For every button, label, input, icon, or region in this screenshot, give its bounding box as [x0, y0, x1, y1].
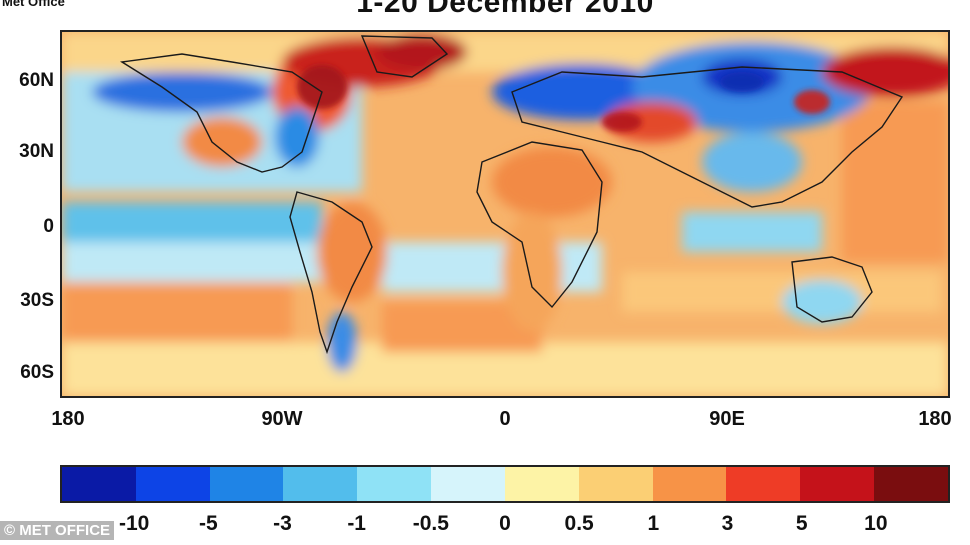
- color-scale-label: -3: [273, 512, 292, 535]
- color-scale-segment: [874, 467, 948, 501]
- color-scale-label: -5: [198, 512, 218, 535]
- color-scale-segment: [283, 467, 358, 501]
- lat-label-30n: 30N: [19, 141, 54, 162]
- color-scale-label: -0.5: [412, 512, 449, 535]
- color-scale-label: 0.5: [564, 512, 594, 535]
- agency-label: Met Office: [2, 0, 65, 9]
- color-scale-label: 5: [795, 512, 808, 535]
- color-scale-label: 0: [499, 512, 511, 535]
- lat-label-30s: 30S: [20, 290, 54, 311]
- map-canvas: [62, 32, 948, 396]
- color-scale-label: 10: [864, 512, 888, 535]
- copyright-watermark: © MET OFFICE: [0, 521, 115, 540]
- color-scale-bar: [60, 465, 950, 503]
- color-scale-label: -1: [347, 512, 366, 535]
- color-scale-label: 1: [647, 512, 660, 535]
- map-title: 1-20 December 2010: [356, 0, 654, 19]
- coastlines: [119, 35, 904, 355]
- lon-label-90e: 90E: [709, 408, 745, 430]
- lat-label-60n: 60N: [19, 70, 54, 91]
- color-scale-segment: [800, 467, 875, 501]
- lon-label-180-east: 180: [918, 408, 952, 430]
- lon-label-180-west: 180: [51, 408, 85, 430]
- color-scale-segment: [135, 467, 210, 501]
- color-scale-segment: [431, 467, 505, 501]
- lat-label-60s: 60S: [20, 362, 54, 383]
- color-scale-segment: [504, 467, 579, 501]
- color-scale-segment: [357, 467, 432, 501]
- lon-label-90w: 90W: [261, 408, 303, 430]
- color-scale-segment: [652, 467, 727, 501]
- color-scale-segment: [578, 467, 653, 501]
- color-scale-segment: [62, 467, 136, 501]
- color-scale-label: -10: [118, 512, 150, 535]
- lon-label-0: 0: [499, 408, 511, 430]
- color-scale-segment: [209, 467, 284, 501]
- color-scale-label: 3: [721, 512, 734, 535]
- lat-label-0: 0: [43, 216, 54, 237]
- temperature-anomaly-map: [60, 30, 950, 398]
- color-scale-segment: [726, 467, 801, 501]
